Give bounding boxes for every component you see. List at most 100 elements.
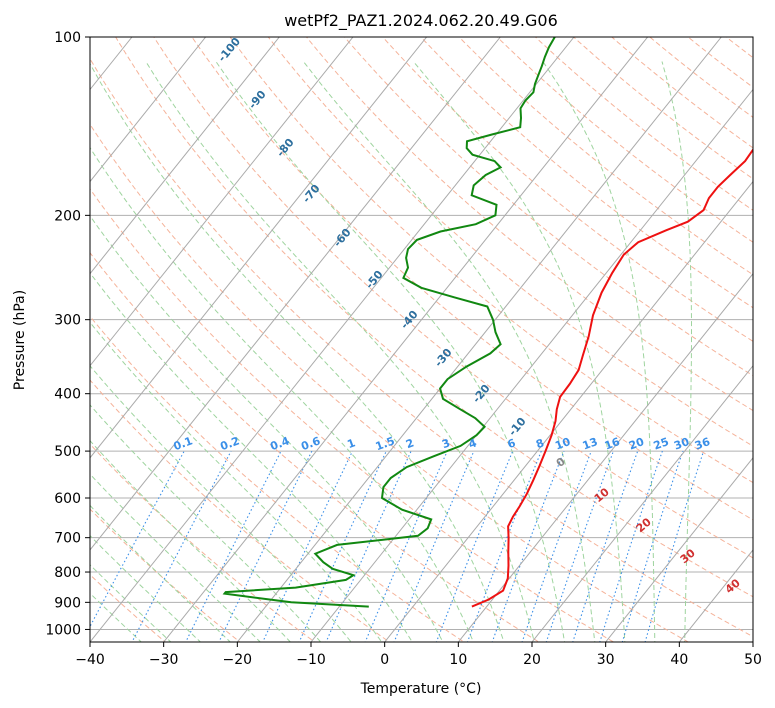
mixing-ratio-label: 20 [627,435,646,453]
dry-adiabat [90,123,690,642]
dry-adiabat [90,379,391,642]
mixing-ratio-label: 0.4 [269,434,292,453]
dry-adiabat [191,37,753,521]
x-tick-label: −30 [149,652,179,668]
dry-adiabat [343,37,753,377]
moist-adiabat [90,365,352,642]
y-tick-label: 200 [54,208,81,224]
mixing-ratio-label: 1 [346,436,358,451]
x-tick-label: −40 [75,652,105,668]
mixing-ratio-label: 10 [553,435,572,453]
isotherm [236,37,722,642]
y-tick-label: 100 [54,30,81,46]
dry-adiabat [90,252,540,642]
mixing-ratio-line [435,450,514,642]
dry-adiabat [496,37,753,243]
y-tick-label: 400 [54,387,81,403]
mixing-ratio-label: 6 [506,436,518,451]
y-axis-label: Pressure (hPa) [12,290,28,390]
moist-adiabat [90,473,261,642]
mixing-ratio-line [262,450,353,642]
isotherm [384,180,753,642]
y-tick-label: 500 [54,444,81,460]
dry-adiabat [267,37,753,447]
moist-adiabat [90,404,322,642]
mixing-ratio-label: 1.5 [374,434,397,453]
dry-adiabat [611,37,753,149]
dry-adiabat [382,37,753,342]
isotherm [531,364,753,642]
mixing-ratio-line [185,450,282,642]
mixing-ratio-line [364,450,448,642]
mixing-ratio-line [393,450,475,642]
y-tick-label: 300 [54,313,81,329]
y-tick-label: 700 [54,531,81,547]
mixing-ratio-label: 2 [404,436,416,451]
moist-adiabat [90,146,474,642]
mixing-ratio-label: 13 [581,435,600,452]
isotherm [163,37,649,642]
mixing-ratio-label: 16 [603,435,622,453]
x-tick-label: 0 [380,652,389,668]
isotherm [90,37,428,459]
isotherm [90,37,207,183]
isotherm [90,37,354,367]
mixing-ratio-label: 8 [534,436,546,451]
temperature-profile [471,147,753,608]
dry-adiabat [153,37,753,559]
isotherm [310,88,753,642]
dry-adiabat [90,57,753,638]
isotherm [457,272,753,642]
moist-adiabat [542,61,656,642]
mixing-ratio-line [621,450,684,642]
dry-adiabat [90,443,316,642]
isotherm [0,37,58,642]
moist-adiabat [413,61,626,642]
mixing-ratio-label: 4 [467,436,479,451]
x-tick-label: 10 [449,652,467,668]
isotherm [90,37,501,551]
moist-adiabat [145,61,535,642]
mixing-ratio-label: 0.1 [172,434,195,453]
x-tick-label: 40 [670,652,688,668]
mixing-ratio-line [298,450,387,642]
moist-adiabat [90,321,383,642]
x-tick-label: 20 [523,652,541,668]
y-tick-label: 900 [54,595,81,611]
y-tick-label: 1000 [45,622,81,638]
x-axis-label: Temperature (°C) [360,681,482,697]
x-tick-label: 30 [597,652,615,668]
chart-title: wetPf2_PAZ1.2024.062.20.49.G06 [284,11,558,31]
plot-frame [89,36,754,643]
y-tick-label: 800 [54,565,81,581]
mixing-ratio-label: 30 [672,435,691,453]
dry-adiabat [229,37,753,484]
mixing-ratio-line [325,450,412,642]
y-tick-label: 600 [54,491,81,507]
moist-adiabat [90,62,505,642]
isotherm [605,457,753,642]
moist-adiabat [215,61,566,642]
moist-adiabat [90,534,202,642]
mixing-ratio-label: 3 [440,436,452,451]
x-tick-label: 50 [744,652,762,668]
dry-adiabat [766,10,775,654]
mixing-ratio-label: 25 [652,435,671,452]
mixing-ratio-label: 36 [693,435,712,453]
mixing-ratio-label: 0.6 [299,434,322,453]
x-tick-label: −20 [223,652,253,668]
moist-adiabat [303,61,596,642]
mixing-ratio-label: 0.2 [219,434,242,453]
moist-adiabat [90,504,231,642]
dewpoint-profile [222,37,556,608]
isotherm [90,37,575,642]
isotherm [90,37,280,275]
mixing-ratio-line [491,450,565,642]
x-tick-label: −10 [296,652,326,668]
dry-adiabat [115,37,753,598]
mixing-ratio-line [218,450,313,642]
isotherm [752,641,753,642]
moist-adiabat [90,272,413,642]
dry-adiabat [458,37,753,276]
